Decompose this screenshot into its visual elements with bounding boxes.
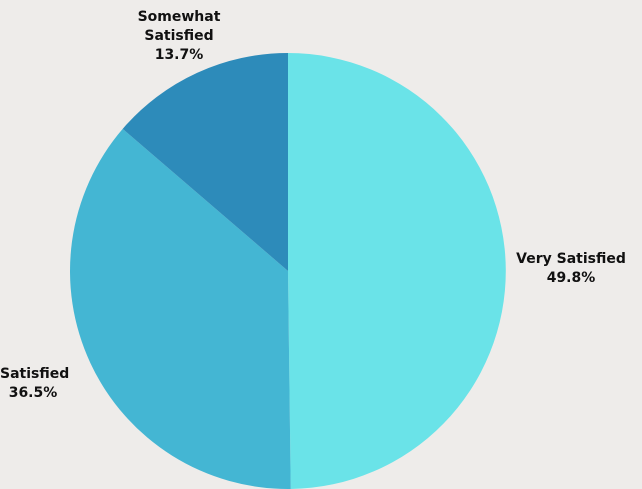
slice-label-satisfied: Satisfied 36.5% [0,365,70,403]
pie-slice-somewhat-satisfied [122,53,289,271]
slice-name-somewhat-satisfied: Somewhat Satisfied [137,9,221,44]
pie-slice-very-satisfied [288,53,506,489]
slice-value-satisfied: 36.5% [8,385,58,401]
slice-label-somewhat-satisfied: Somewhat Satisfied 13.7% [120,8,238,65]
slice-name-very-satisfied: Very Satisfied [516,251,626,267]
slice-value-somewhat-satisfied: 13.7% [154,47,204,63]
pie-slice-satisfied [70,128,291,489]
slice-label-very-satisfied: Very Satisfied 49.8% [509,250,633,288]
slice-value-very-satisfied: 49.8% [546,270,596,286]
slice-name-satisfied: Satisfied [0,366,70,382]
